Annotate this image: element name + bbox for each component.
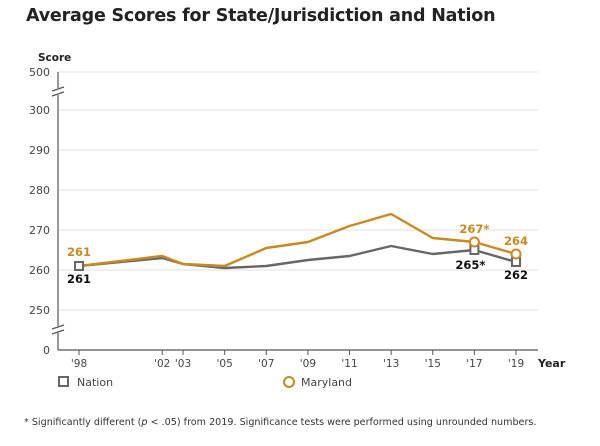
marker-maryland [510,248,522,260]
data-label: 262 [504,268,528,282]
x-axis-title: Year [537,357,566,370]
axis-break-mark [51,91,65,97]
series-line-maryland [78,212,517,268]
x-tick-label: '07 [258,358,274,370]
y-tick-label: 300 [29,104,50,117]
y-tick-label: 260 [29,264,50,277]
x-tick-label: '98 [71,358,87,370]
y-tick-label: 280 [29,184,50,197]
y-tick-label: 0 [43,344,50,357]
y-tick-label: 270 [29,224,50,237]
footnote-p: p [141,417,148,428]
data-label: 261 [67,245,91,259]
x-tick-label: '05 [217,358,233,370]
x-tick-label: '11 [341,358,357,370]
footnote-prefix: * Significantly different ( [24,417,142,428]
x-tick-label: '03 [175,358,191,370]
axis-break-mark [51,329,65,335]
x-tick-label: '17 [466,358,482,370]
axis-break-mark [51,324,65,330]
y-tick-label: 250 [29,304,50,317]
legend-maryland-icon [283,376,295,388]
data-label: 264 [504,234,528,248]
marker-maryland [468,236,480,248]
x-tick-label: '13 [383,358,399,370]
marker-nation [74,261,84,271]
y-tick-label: 290 [29,144,50,157]
data-label: 261 [67,272,91,286]
x-tick-label: '15 [425,358,441,370]
data-label: 265* [455,258,485,272]
x-tick-label: '09 [300,358,316,370]
legend-nation-icon [58,376,69,387]
axis-break-gap [54,88,62,95]
y-axis-title: Score [38,52,71,64]
footnote-suffix: < .05) from 2019. Significance tests wer… [147,417,537,428]
axis-break-gap [54,326,62,333]
y-tick-label: 500 [29,66,50,79]
axis-break-mark [51,86,65,92]
footnote: * Significantly different (p < .05) from… [24,417,536,428]
x-tick-label: '19 [508,358,524,370]
x-tick-label: '02 [154,358,170,370]
data-label: 267* [459,222,489,236]
legend-maryland-label: Maryland [301,376,352,389]
legend-nation-label: Nation [77,376,113,389]
chart-title: Average Scores for State/Jurisdiction an… [26,6,496,26]
